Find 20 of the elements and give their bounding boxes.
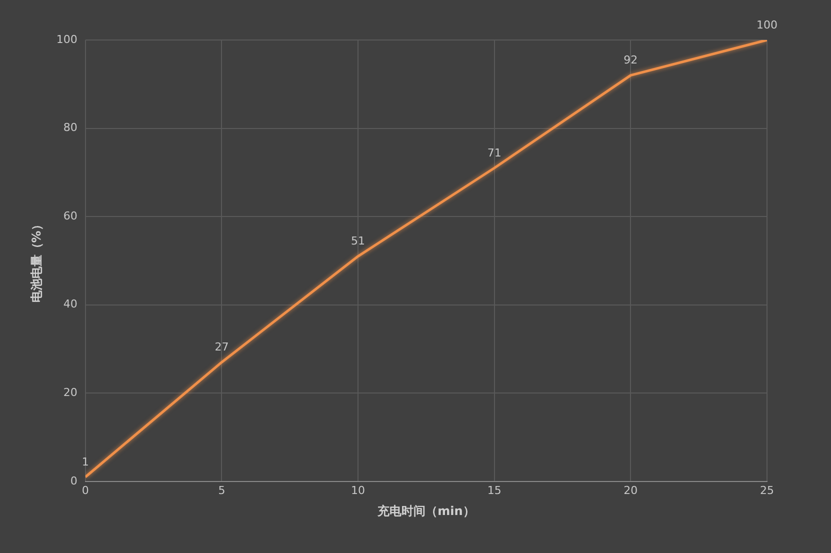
x-tick-label: 0 (82, 484, 89, 497)
data-label: 92 (624, 54, 638, 67)
data-label: 1 (82, 455, 89, 468)
data-label: 71 (487, 146, 502, 160)
x-tick-label: 20 (624, 484, 638, 497)
x-tick-label: 15 (487, 484, 502, 497)
y-tick-label: 100 (56, 32, 78, 46)
y-axis-title: 电池电量（%） (29, 218, 44, 303)
y-tick-label: 80 (63, 121, 78, 134)
data-label: 51 (351, 234, 366, 248)
y-tick-label: 20 (63, 386, 78, 399)
data-label: 27 (214, 340, 229, 354)
x-axis-title: 充电时间（min） (376, 504, 475, 518)
x-tick-label: 25 (760, 484, 774, 497)
y-tick-label: 60 (63, 209, 78, 222)
y-tick-label: 40 (63, 298, 78, 311)
data-label: 100 (756, 18, 778, 32)
x-tick-label: 10 (351, 484, 366, 497)
x-tick-label: 5 (218, 484, 226, 497)
y-tick-label: 0 (70, 474, 78, 488)
